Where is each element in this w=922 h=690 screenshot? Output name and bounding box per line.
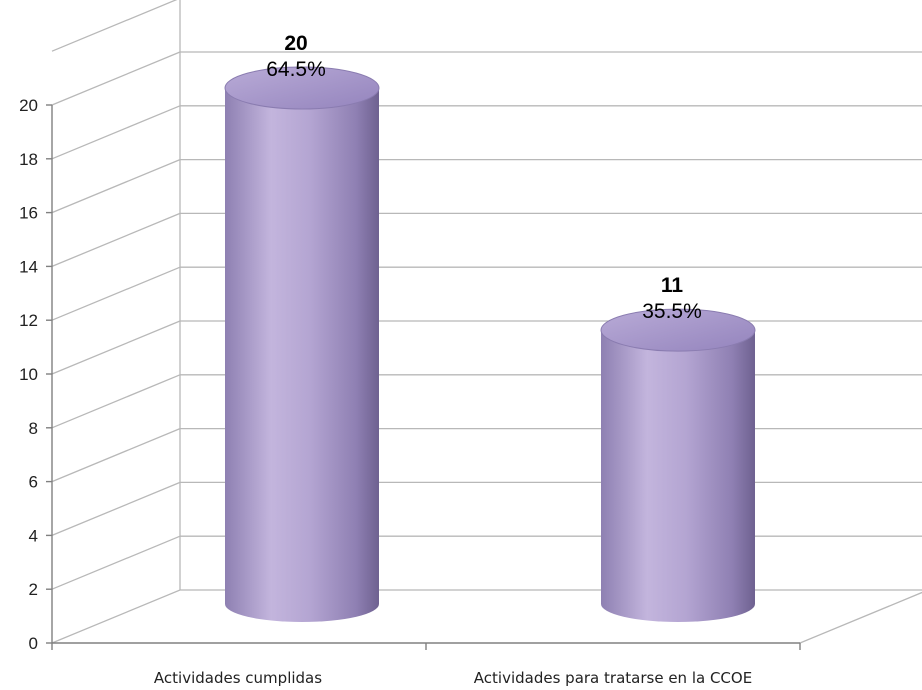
wall-top-diagonal — [51, 0, 178, 52]
gridlines — [51, 0, 922, 590]
bar-1 — [224, 66, 380, 622]
gridline-diagonal — [51, 427, 181, 483]
percent-label: 64.5% — [266, 58, 326, 81]
y-tick-label: 0 — [29, 634, 38, 653]
y-tick-label: 8 — [29, 419, 38, 438]
gridline-diagonal — [51, 374, 181, 429]
gridline-diagonal — [51, 105, 181, 160]
gridline-diagonal — [51, 158, 181, 214]
percent-label: 35.5% — [642, 300, 702, 323]
y-tick-label: 4 — [29, 526, 38, 545]
data-labels: 20 64.5% 11 35.5% — [266, 32, 702, 323]
y-tick-label: 14 — [19, 257, 38, 276]
chart-walls — [51, 589, 922, 644]
y-tick-label: 2 — [29, 580, 38, 599]
bars — [224, 66, 756, 622]
gridline-diagonal — [51, 212, 181, 268]
category-label: Actividades cumplidas — [154, 669, 322, 687]
y-tick-label: 16 — [19, 204, 38, 223]
bar-top — [224, 66, 380, 110]
category-label: Actividades para tratarse en la CCOE — [474, 669, 752, 687]
y-tick-label: 10 — [19, 365, 38, 384]
gridline-diagonal — [51, 320, 181, 375]
bar-2 — [600, 308, 756, 622]
y-tick-label: 18 — [19, 150, 38, 169]
y-tick-label: 20 — [19, 96, 38, 115]
y-tick-label: 6 — [29, 473, 38, 492]
gridline-diagonal — [51, 481, 181, 537]
floor-outline — [51, 589, 922, 644]
category-labels: Actividades cumplidas Actividades para tr… — [154, 669, 752, 687]
value-label: 20 — [284, 32, 307, 55]
value-label: 11 — [661, 274, 684, 297]
gridline-diagonal — [51, 266, 181, 321]
bar-body — [225, 88, 379, 622]
gridline-diagonal — [51, 535, 181, 590]
y-axis-ticks: 0 2 4 6 8 10 12 14 16 18 20 — [19, 96, 52, 653]
bar-top — [600, 308, 756, 352]
bar-body — [601, 330, 755, 622]
gridline-diagonal — [51, 51, 181, 106]
y-tick-label: 12 — [19, 311, 38, 330]
